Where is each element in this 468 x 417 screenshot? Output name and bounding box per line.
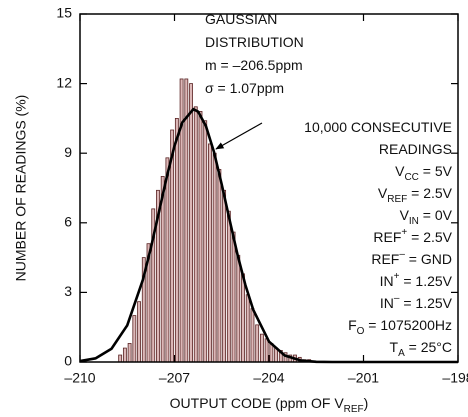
histogram-bar (132, 315, 137, 363)
annotation: VIN = 0V (400, 207, 453, 227)
text-part: m = –206.5ppm (205, 57, 303, 73)
text-part: READINGS (379, 141, 452, 157)
annotation: GAUSSIAN (205, 11, 277, 27)
histogram-bar (241, 273, 245, 363)
annotation: FO = 1075200Hz (348, 317, 452, 337)
histogram-bar (127, 343, 132, 363)
histogram-bar (137, 301, 141, 363)
text-part: = 1075200Hz (364, 317, 452, 333)
histogram-bar (264, 338, 269, 363)
bars (118, 78, 312, 363)
histogram-bar (165, 157, 170, 363)
histogram-bar (260, 333, 264, 363)
x-tick-label: –201 (348, 370, 379, 386)
text-part: O (357, 326, 365, 337)
text-part: = 5V (419, 163, 453, 179)
histogram-bar (118, 354, 123, 363)
text-part: REF (344, 404, 364, 415)
text-part: = 1.25V (399, 295, 452, 311)
text-part: = GND (405, 251, 452, 267)
text-part: = 2.5V (407, 185, 452, 201)
histogram-bar (184, 78, 189, 363)
histogram-bar (208, 143, 212, 363)
labels: 0 3 6 9 12 15 –210 –207 –204 –201 –198 OUTPUT CODE … (56, 5, 468, 415)
text-part: REF (387, 194, 407, 205)
text-part: ) (364, 395, 369, 411)
y-axis-title: NUMBER OF READINGS (%) (13, 95, 29, 282)
text-part: T (390, 339, 399, 355)
annotation: REF– = GND (371, 249, 452, 267)
text-part: 10,000 CONSECUTIVE (304, 119, 452, 135)
annotation: m = –206.5ppm (205, 57, 303, 73)
histogram-bar (203, 120, 208, 363)
text-part: = 25°C (405, 339, 452, 355)
text-part: IN (380, 295, 394, 311)
histogram-bar (231, 231, 236, 363)
annotation: σ = 1.07ppm (205, 80, 284, 96)
histogram-bar (212, 152, 217, 363)
histogram-bar (122, 347, 127, 363)
annotation: DISTRIBUTION (205, 34, 304, 50)
annotation: VREF = 2.5V (378, 185, 453, 205)
x-tick-label: –207 (159, 370, 190, 386)
annotation: IN+ = 1.25V (380, 271, 453, 289)
histogram-bar (222, 189, 227, 363)
text-part: V (378, 185, 388, 201)
y-tick-label: 6 (64, 214, 72, 230)
histogram-bar (193, 106, 198, 363)
annotation: REF+ = 2.5V (373, 227, 452, 245)
text-part: = 0V (419, 207, 453, 223)
x-tick-label: –210 (64, 370, 95, 386)
x-axis-title: OUTPUT CODE (ppm OF VREF) (170, 395, 369, 415)
y-tick-label: 3 (64, 283, 72, 299)
text-part: IN (380, 273, 394, 289)
histogram-bar (174, 118, 179, 363)
text-part: σ = 1.07ppm (205, 80, 284, 96)
annotation: VCC = 5V (395, 163, 453, 183)
y-tick-label: 9 (64, 144, 72, 160)
annotation: 10,000 CONSECUTIVE (304, 119, 452, 135)
arrow (215, 122, 263, 150)
text-part: – (394, 293, 400, 304)
text-part: DISTRIBUTION (205, 34, 304, 50)
text-part: V (400, 207, 410, 223)
histogram-bar (189, 83, 193, 363)
histogram-bar (217, 169, 222, 363)
histogram-bar (236, 254, 241, 363)
y-tick-label: 0 (64, 353, 72, 369)
x-tick-label: –204 (253, 370, 284, 386)
text-part: REF (371, 251, 399, 267)
x-tick-label: –198 (442, 370, 468, 386)
text-part: A (398, 348, 405, 359)
histogram-bar (198, 111, 203, 363)
annotation: TA = 25°C (390, 339, 452, 359)
text-part: GAUSSIAN (205, 11, 277, 27)
text-part: F (348, 317, 357, 333)
text-part: = 1.25V (399, 273, 452, 289)
text-part: OUTPUT CODE (ppm OF V (170, 395, 345, 411)
text-part: – (399, 249, 405, 260)
y-tick-label: 12 (56, 74, 72, 90)
histogram-bar (226, 210, 231, 363)
text-part: + (394, 271, 400, 282)
histogram-bar (255, 324, 260, 363)
annotation: READINGS (379, 141, 452, 157)
histogram-bar (245, 294, 250, 363)
text-part: CC (404, 172, 418, 183)
text-part: REF (373, 229, 401, 245)
histogram-bar (250, 308, 255, 363)
annotation: IN– = 1.25V (380, 293, 453, 311)
text-part: = 2.5V (407, 229, 452, 245)
text-part: V (395, 163, 405, 179)
text-part: + (401, 227, 407, 238)
text-part: IN (409, 216, 419, 227)
y-tick-label: 15 (56, 5, 72, 21)
